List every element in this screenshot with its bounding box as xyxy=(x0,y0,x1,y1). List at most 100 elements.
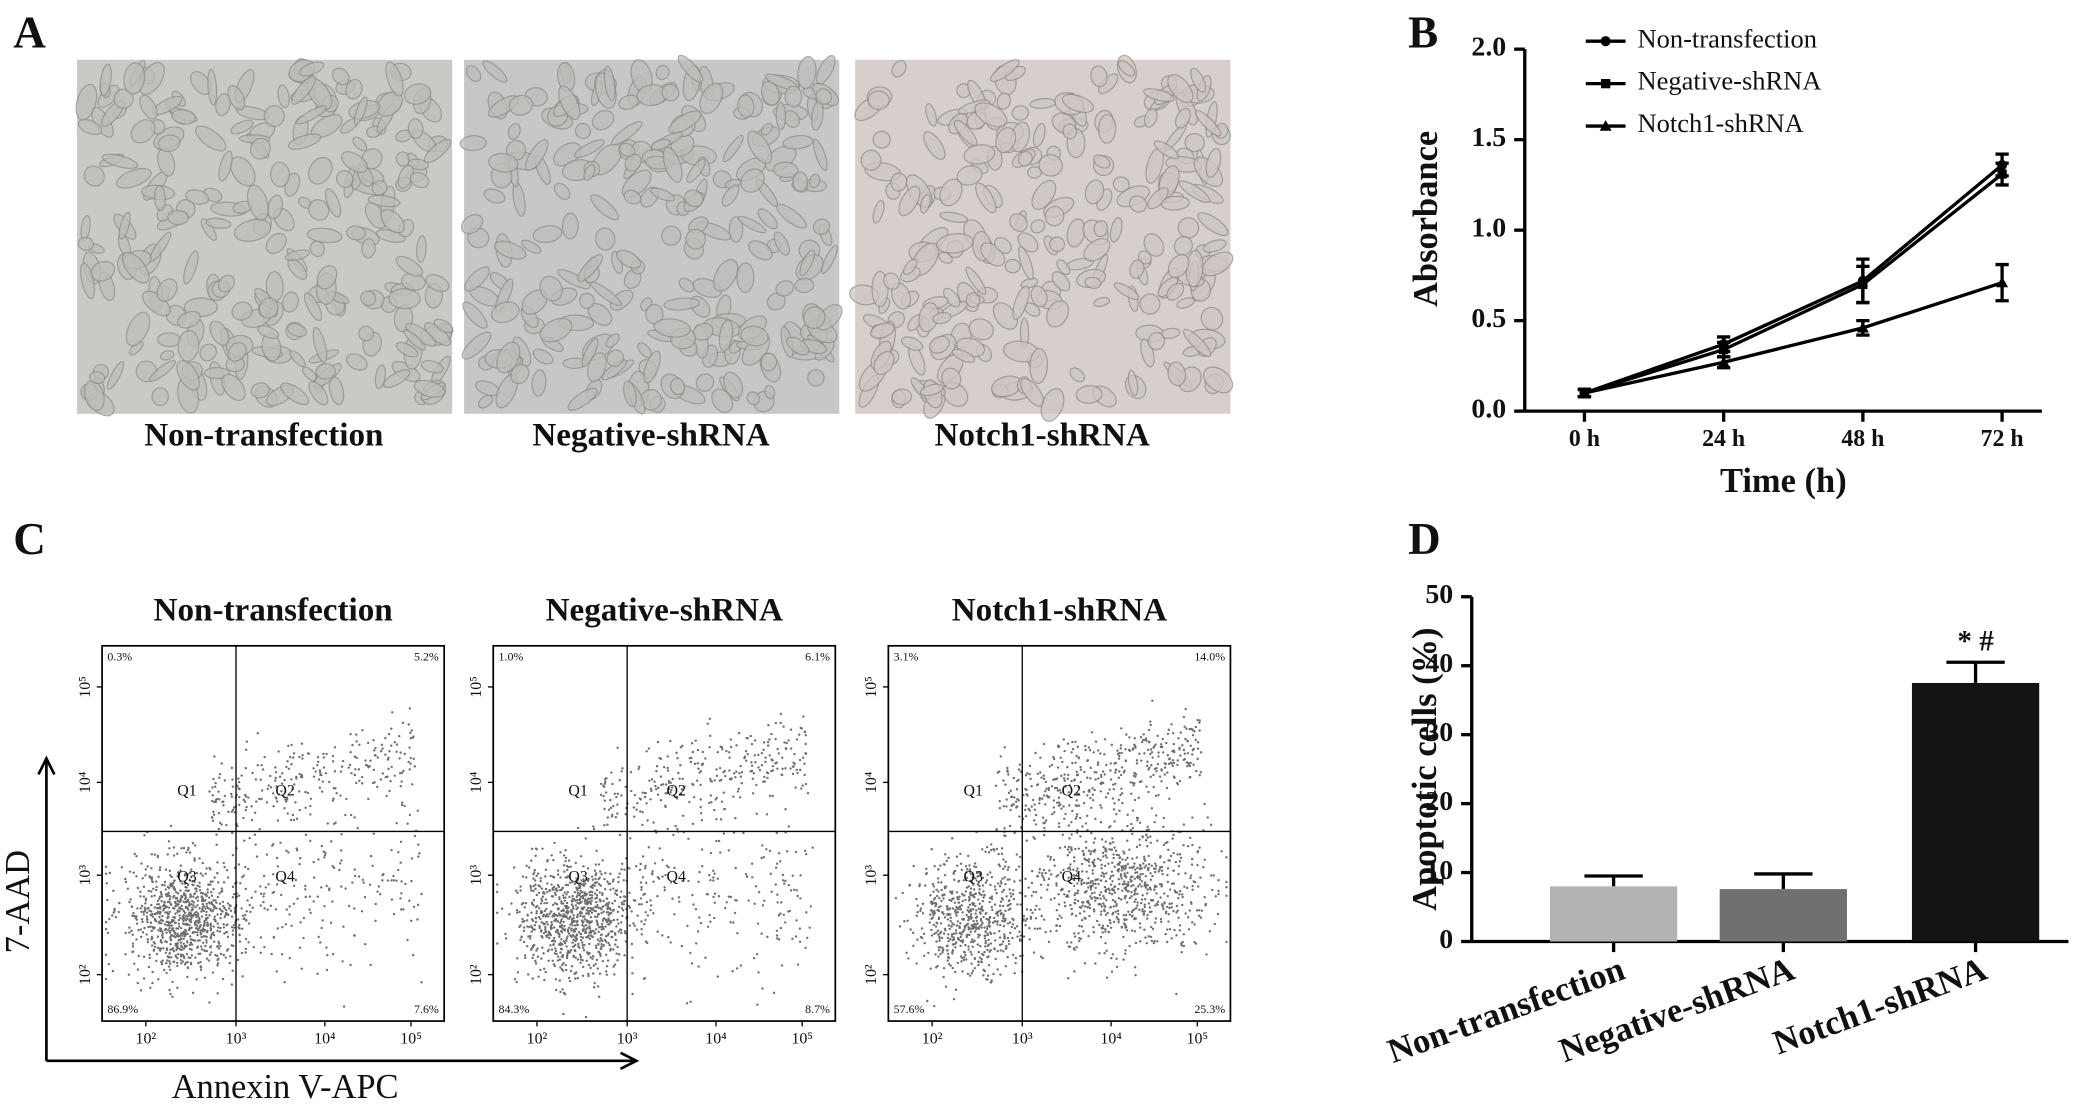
event-dot xyxy=(576,923,579,927)
event-dot xyxy=(417,855,420,858)
event-dot xyxy=(1181,940,1184,944)
event-dot xyxy=(1117,897,1121,900)
event-dot xyxy=(146,907,149,910)
event-dot xyxy=(1094,962,1097,965)
cell xyxy=(965,266,987,295)
event-dot xyxy=(640,920,643,923)
event-dot xyxy=(647,846,651,849)
event-dot xyxy=(1196,863,1199,867)
event-dot xyxy=(961,900,964,903)
event-dot xyxy=(990,979,993,982)
event-dot xyxy=(1066,941,1069,944)
event-dot xyxy=(369,963,372,967)
event-dot xyxy=(565,945,568,948)
event-dot xyxy=(1100,874,1103,877)
event-dot xyxy=(945,945,948,948)
event-dot xyxy=(1095,896,1098,900)
cell xyxy=(872,130,891,149)
cell xyxy=(118,211,131,240)
cell xyxy=(786,336,810,356)
event-dot xyxy=(161,904,165,908)
event-dot xyxy=(556,883,560,887)
event-dot xyxy=(677,896,681,899)
event-dot xyxy=(804,946,807,950)
event-dot xyxy=(562,920,565,924)
event-dot xyxy=(1112,920,1116,924)
cell xyxy=(1027,166,1042,179)
event-dot xyxy=(559,920,563,923)
event-dot xyxy=(188,943,192,947)
event-dot xyxy=(156,899,160,903)
cell xyxy=(205,217,232,229)
cell xyxy=(176,310,201,329)
event-dot xyxy=(1149,841,1152,844)
cell xyxy=(1166,282,1185,301)
event-dot xyxy=(603,824,606,827)
event-dot xyxy=(520,903,524,906)
event-dot xyxy=(987,963,991,967)
cell xyxy=(195,125,227,152)
event-dot xyxy=(593,981,596,985)
cell xyxy=(1083,238,1111,262)
event-dot xyxy=(395,743,399,746)
event-dot xyxy=(937,881,940,884)
event-dot xyxy=(1146,845,1149,848)
event-dot xyxy=(1085,870,1088,873)
event-dot xyxy=(172,881,175,885)
event-dot xyxy=(695,779,699,782)
event-dot xyxy=(612,908,616,912)
event-dot xyxy=(784,879,787,883)
event-dot xyxy=(150,853,154,856)
event-dot xyxy=(340,765,344,768)
event-dot xyxy=(604,871,607,875)
cell xyxy=(482,60,508,83)
cell xyxy=(403,328,426,351)
event-dot xyxy=(1146,913,1149,917)
event-dot xyxy=(183,917,186,920)
event-dot xyxy=(644,867,647,870)
event-dot xyxy=(993,932,996,935)
event-dot xyxy=(160,941,163,944)
event-dot xyxy=(637,903,641,906)
event-dot xyxy=(1001,867,1005,871)
event-dot xyxy=(765,813,769,816)
event-dot xyxy=(581,936,585,939)
event-dot xyxy=(212,813,216,816)
event-dot xyxy=(768,794,772,798)
event-dot xyxy=(979,919,983,922)
event-dot xyxy=(205,941,208,944)
event-dot xyxy=(225,868,229,872)
event-dot xyxy=(559,951,562,954)
event-dot xyxy=(214,953,217,957)
cell xyxy=(483,188,506,204)
x-tick-label: 72 h xyxy=(1981,426,2024,452)
event-dot xyxy=(1082,790,1085,794)
event-dot xyxy=(1069,903,1072,907)
cell xyxy=(1109,217,1123,243)
event-dot xyxy=(579,914,582,918)
event-dot xyxy=(265,801,269,804)
event-dot xyxy=(679,746,683,749)
event-dot xyxy=(558,958,562,961)
event-dot xyxy=(167,840,171,843)
event-dot xyxy=(643,922,646,926)
event-dot xyxy=(766,776,769,780)
event-dot xyxy=(1140,898,1144,901)
event-dot xyxy=(678,777,681,780)
event-dot xyxy=(804,752,808,756)
event-dot xyxy=(949,890,952,893)
event-dot xyxy=(196,924,199,928)
event-dot xyxy=(570,927,573,931)
event-dot xyxy=(589,901,592,905)
event-dot xyxy=(177,918,181,922)
cell xyxy=(507,123,521,140)
event-dot xyxy=(688,800,691,804)
event-dot xyxy=(529,934,532,938)
event-dot xyxy=(979,944,982,948)
cell xyxy=(953,119,978,146)
event-dot xyxy=(366,741,370,745)
event-dot xyxy=(732,795,735,798)
event-dot xyxy=(789,767,792,770)
event-dot xyxy=(1038,868,1042,871)
event-dot xyxy=(1155,892,1158,895)
